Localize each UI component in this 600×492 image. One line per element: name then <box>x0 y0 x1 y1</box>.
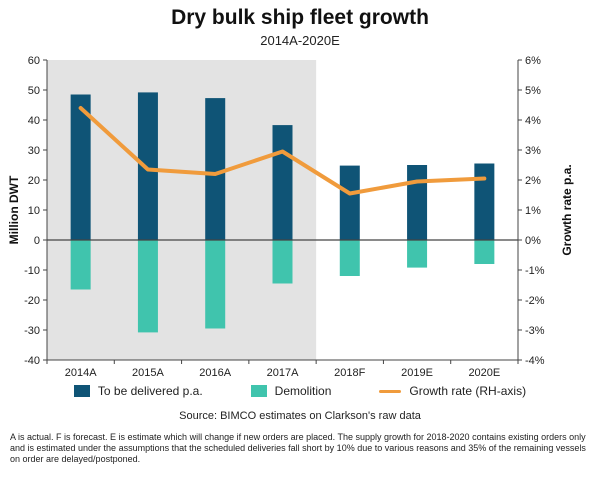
bar-demolition-2017A <box>272 240 293 284</box>
y2-tick-label: 3% <box>525 145 541 157</box>
legend: To be delivered p.a. Demolition Growth r… <box>0 384 600 398</box>
y-tick-label: -40 <box>24 355 40 367</box>
chart: 60 50 40 30 20 10 0 -10 -20 -30 -40 6% 5% 4% 3% 2% 1% 0% -… <box>7 55 574 379</box>
x-tick-label-2015A: 2015A <box>132 367 164 379</box>
chart-source: Source: BIMCO estimates on Clarkson's ra… <box>179 410 421 422</box>
y-tick-label: 50 <box>28 85 40 97</box>
bar-delivered-2019E <box>407 165 428 240</box>
bar-delivered-2017A <box>272 125 293 240</box>
y2-tick-label: 1% <box>525 205 541 217</box>
y-tick-label: 40 <box>28 115 40 127</box>
legend-swatch-delivered <box>73 385 90 397</box>
legend-item-delivered: To be delivered p.a. <box>73 384 203 398</box>
bar-delivered-2014A <box>70 94 91 240</box>
chart-footnote: A is actual. F is forecast. E is estimat… <box>10 432 586 464</box>
y-tick-label: 30 <box>28 145 40 157</box>
y2-tick-label: -3% <box>525 325 545 337</box>
legend-label-demolition: Demolition <box>274 384 332 398</box>
bar-demolition-2019E <box>407 240 428 268</box>
x-tick-label-2020E: 2020E <box>468 367 500 379</box>
y-tick-label: 0 <box>34 235 40 247</box>
bar-demolition-2018F <box>339 240 360 276</box>
legend-item-growth: Growth rate (RH-axis) <box>379 384 526 398</box>
y2-tick-label: 6% <box>525 55 541 67</box>
legend-label-delivered: To be delivered p.a. <box>97 384 203 398</box>
x-tick-label-2016A: 2016A <box>199 367 231 379</box>
bar-delivered-2020E <box>474 163 495 240</box>
actual-period-shading <box>47 60 317 360</box>
bar-delivered-2015A <box>137 92 158 241</box>
x-tick-label-2014A: 2014A <box>65 367 97 379</box>
legend-item-demolition: Demolition <box>250 384 332 398</box>
legend-label-growth: Growth rate (RH-axis) <box>409 384 527 398</box>
y2-tick-label: -4% <box>525 355 545 367</box>
y2-tick-label: -2% <box>525 295 545 307</box>
x-tick-label-2018F: 2018F <box>334 367 365 379</box>
legend-swatch-growth <box>379 389 402 393</box>
y2-tick-label: 0% <box>525 235 541 247</box>
y2-tick-label: 5% <box>525 85 541 97</box>
y-tick-label: -30 <box>24 325 40 337</box>
chart-subtitle: 2014A-2020E <box>260 33 340 48</box>
y2-tick-label: 4% <box>525 115 541 127</box>
bar-delivered-2016A <box>205 98 226 240</box>
y-axis-title: Million DWT <box>7 175 21 244</box>
bar-demolition-2015A <box>137 240 158 333</box>
y-tick-label: -20 <box>24 295 40 307</box>
x-tick-label-2019E: 2019E <box>401 367 433 379</box>
x-tick-label-2017A: 2017A <box>267 367 299 379</box>
y2-tick-label: 2% <box>525 175 541 187</box>
bar-demolition-2020E <box>474 240 495 264</box>
bar-demolition-2014A <box>70 240 91 290</box>
bar-demolition-2016A <box>205 240 226 329</box>
y2-axis-title: Growth rate p.a. <box>560 164 574 255</box>
y-tick-label: 60 <box>28 55 40 67</box>
legend-swatch-demolition <box>250 385 267 397</box>
y2-tick-label: -1% <box>525 265 545 277</box>
y-tick-label: 20 <box>28 175 40 187</box>
bar-delivered-2018F <box>339 165 360 240</box>
y-tick-label: -10 <box>24 265 40 277</box>
chart-title: Dry bulk ship fleet growth <box>171 6 429 29</box>
y-tick-label: 10 <box>28 205 40 217</box>
